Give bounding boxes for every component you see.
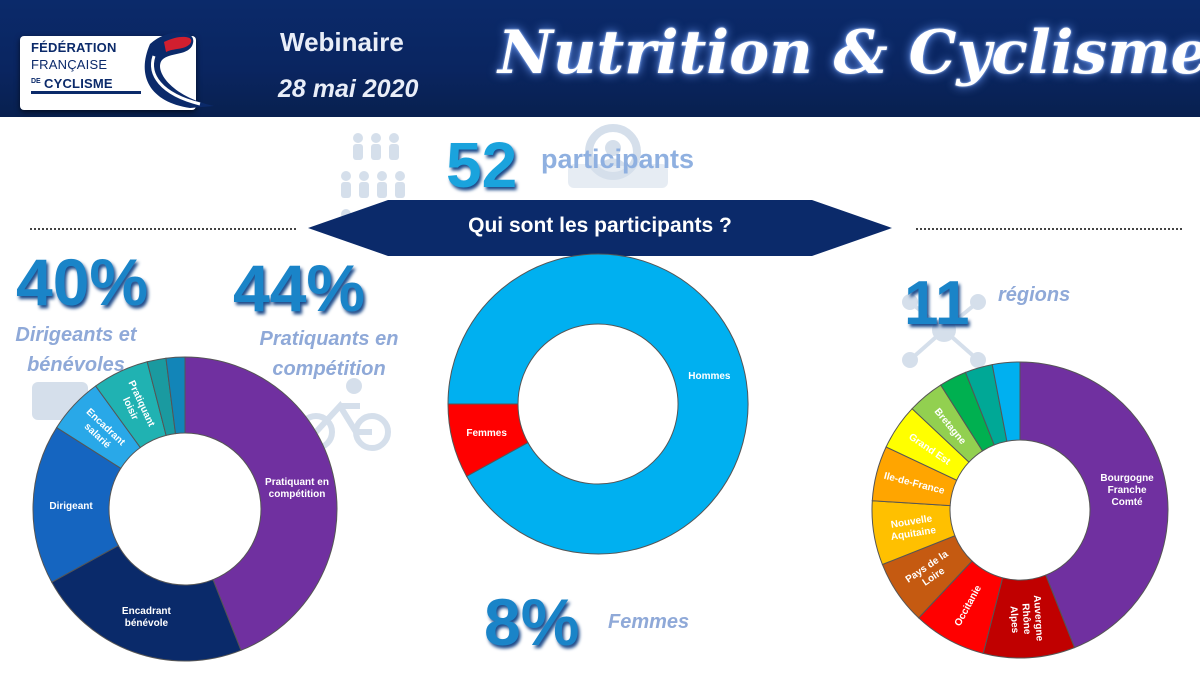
roles-donut-chart: Pratiquant en compétition Encadrant bénévol… [32, 356, 338, 662]
regions-label-auvergne-rhone-alpes: AuvergneRhôneAlpes [1007, 595, 1045, 644]
participants-label: participants [541, 144, 695, 174]
gender-donut-chart: Hommes Femmes [447, 253, 749, 555]
network-icon [902, 294, 986, 368]
separator-right [916, 228, 1182, 230]
roles-slice-pratiquant-en-competition [184, 356, 338, 651]
dirigeants-percent: 40% [16, 245, 149, 319]
ffc-logo: FÉDÉRATION FRANÇAISE CYCLISME DE [20, 26, 214, 110]
regions-count: 11 [904, 269, 970, 338]
pratiquants-label-line2: compétition [272, 358, 386, 380]
roles-slice-unlabeled-6 [165, 356, 186, 435]
page-title: Nutrition & Cyclisme [498, 18, 1200, 88]
roles-label-encadrant-benevole: Encadrant bénévole [122, 606, 172, 629]
webinaire-label: Webinaire [280, 27, 404, 57]
regions-slice-unlabeled-10 [991, 361, 1021, 442]
regions-label: régions [998, 284, 1071, 306]
logo-underline [31, 91, 141, 94]
gender-slice-hommes [447, 253, 749, 555]
gender-label-hommes: Hommes [688, 371, 731, 382]
roles-slice-encadrant-benevole [51, 544, 242, 662]
logo-line-1: FÉDÉRATION [31, 40, 117, 55]
webinaire-date: 28 mai 2020 [278, 75, 419, 103]
regions-donut-chart: Bourgogne Franche ComtéAuvergneRhôneAlpesO… [871, 361, 1169, 659]
dirigeants-label-line1: Dirigeants et [15, 324, 137, 346]
pratiquants-label: Pratiquants en compétition [248, 324, 410, 384]
pratiquants-label-line1: Pratiquants en [259, 328, 399, 350]
femmes-percent: 8% [484, 585, 580, 659]
search-person-icon [568, 124, 668, 188]
roles-label-dirigeant: Dirigeant [49, 501, 93, 512]
separator-left [30, 228, 296, 230]
participants-count: 52 [446, 129, 518, 201]
regions-slice-bourgogne-franche-comte [1019, 361, 1169, 649]
regions-label-bourgogne-franche-comte: Bourgogne Franche Comté [1100, 473, 1154, 508]
roles-label-pratiquant-en-competition: Pratiquant en compétition [265, 477, 329, 500]
header-banner: FÉDÉRATION FRANÇAISE CYCLISME DE Webinai… [0, 0, 1200, 117]
logo-swoosh-icon [144, 32, 214, 108]
dirigeants-label-line2: bénévoles [27, 354, 125, 376]
section-banner [308, 200, 892, 256]
gender-label-femmes: Femmes [466, 428, 507, 439]
logo-line-3: CYCLISME [44, 76, 113, 91]
dirigeants-label: Dirigeants et bénévoles [8, 320, 144, 380]
logo-line-2: FRANÇAISE [31, 57, 108, 72]
section-banner-label: Qui sont les participants ? [468, 214, 732, 237]
logo-de: DE [31, 78, 41, 85]
gender-slice-femmes [447, 403, 529, 477]
pratiquants-percent: 44% [233, 251, 366, 325]
femmes-label: Femmes [608, 611, 690, 633]
